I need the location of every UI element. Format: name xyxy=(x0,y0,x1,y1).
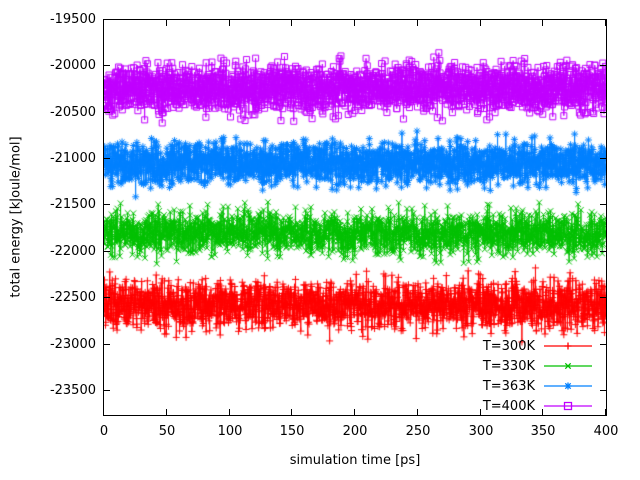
x-tick-mark xyxy=(291,409,292,415)
x-tick-label: 150 xyxy=(279,424,305,439)
y-tick-label: -21000 xyxy=(49,151,96,166)
legend-label: T=300K xyxy=(482,338,535,354)
y-tick-mark xyxy=(104,204,110,205)
x-tick-mark xyxy=(103,409,104,415)
y-tick-label: -22000 xyxy=(49,244,96,259)
y-tick-mark xyxy=(600,112,606,113)
legend-label: T=330K xyxy=(482,358,535,374)
y-tick-label: -20000 xyxy=(49,58,96,73)
x-tick-mark xyxy=(166,409,167,415)
x-tick-mark xyxy=(103,20,104,26)
legend-sample-line-icon xyxy=(544,342,592,350)
y-tick-mark xyxy=(104,390,110,391)
x-tick-label: 50 xyxy=(158,424,176,439)
y-tick-label: -23000 xyxy=(49,337,96,352)
y-tick-mark xyxy=(104,297,110,298)
y-tick-label: -23500 xyxy=(49,383,96,398)
x-tick-label: 400 xyxy=(593,424,619,439)
legend-label: T=363K xyxy=(482,378,535,394)
x-tick-mark xyxy=(542,20,543,26)
y-tick-mark xyxy=(600,251,606,252)
x-tick-mark xyxy=(605,20,606,26)
legend-sample-line-icon xyxy=(544,382,592,390)
y-tick-mark xyxy=(104,344,110,345)
x-tick-label: 300 xyxy=(468,424,494,439)
y-tick-mark xyxy=(600,390,606,391)
x-tick-mark xyxy=(417,409,418,415)
legend: T=300K T=330K T=363K T=400K xyxy=(443,336,593,416)
x-axis-title: simulation time [ps] xyxy=(289,453,421,468)
plot-canvas xyxy=(104,20,606,415)
y-tick-mark xyxy=(104,112,110,113)
y-tick-label: -21500 xyxy=(49,197,96,212)
legend-label: T=400K xyxy=(482,398,535,414)
x-tick-label: 100 xyxy=(217,424,243,439)
x-tick-label: 350 xyxy=(530,424,556,439)
x-tick-mark xyxy=(605,409,606,415)
x-tick-mark xyxy=(417,20,418,26)
y-tick-mark xyxy=(600,65,606,66)
legend-row: T=400K xyxy=(443,396,593,416)
plot-area xyxy=(103,19,607,416)
legend-row: T=300K xyxy=(443,336,593,356)
y-tick-mark xyxy=(104,65,110,66)
x-tick-label: 0 xyxy=(99,424,109,439)
x-tick-mark xyxy=(354,20,355,26)
y-axis-title: total energy [kJoule/mol] xyxy=(8,136,24,298)
y-tick-mark xyxy=(104,158,110,159)
y-tick-mark xyxy=(600,297,606,298)
y-tick-mark xyxy=(600,204,606,205)
x-tick-label: 250 xyxy=(405,424,431,439)
y-tick-mark xyxy=(600,19,606,20)
y-tick-mark xyxy=(600,344,606,345)
legend-row: T=363K xyxy=(443,376,593,396)
x-tick-mark xyxy=(229,20,230,26)
legend-row: T=330K xyxy=(443,356,593,376)
x-tick-label: 200 xyxy=(342,424,368,439)
y-tick-mark xyxy=(104,19,110,20)
y-tick-label: -22500 xyxy=(49,290,96,305)
legend-sample-line-icon xyxy=(544,362,592,370)
y-tick-label: -19500 xyxy=(49,12,96,27)
x-tick-mark xyxy=(480,20,481,26)
x-tick-mark xyxy=(229,409,230,415)
y-tick-label: -20500 xyxy=(49,105,96,120)
y-tick-mark xyxy=(104,251,110,252)
legend-sample-line-icon xyxy=(544,401,592,411)
x-tick-mark xyxy=(166,20,167,26)
x-tick-mark xyxy=(291,20,292,26)
x-tick-mark xyxy=(354,409,355,415)
x-tick-mark xyxy=(542,409,543,415)
y-tick-mark xyxy=(600,158,606,159)
x-tick-mark xyxy=(480,409,481,415)
